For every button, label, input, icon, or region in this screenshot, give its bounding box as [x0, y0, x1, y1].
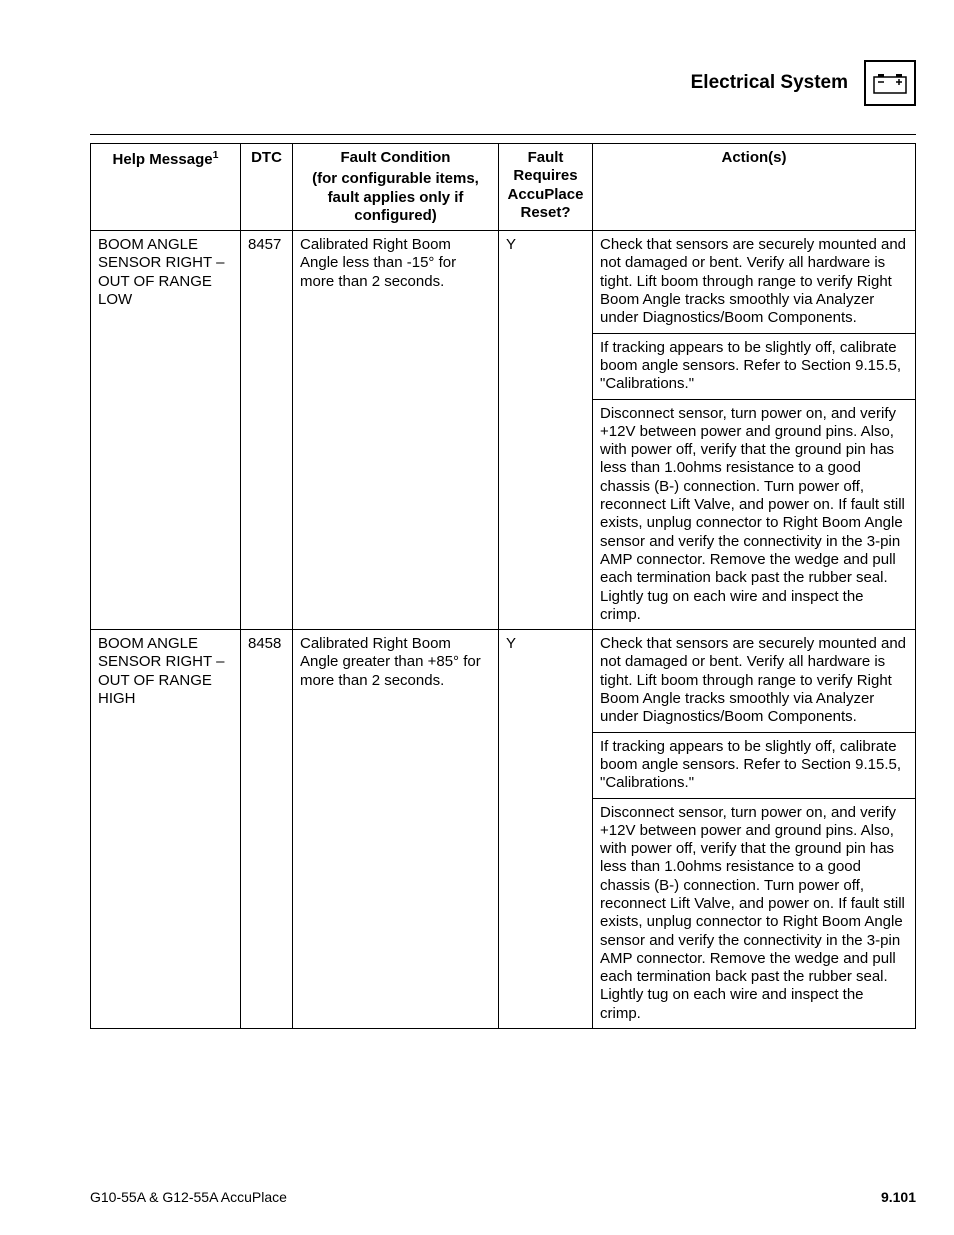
page: Electrical System Help Message1 DTC [0, 0, 954, 1235]
col-header-actions: Action(s) [593, 144, 916, 231]
footer-page-number: 9.101 [881, 1189, 916, 1205]
cell-fault-condition: Calibrated Right Boom Angle less than -1… [293, 231, 499, 630]
cell-fault-reset: Y [499, 630, 593, 1029]
table-header-row: Help Message1 DTC Fault Condition (for c… [91, 144, 916, 231]
cell-fault-reset: Y [499, 231, 593, 630]
cell-action: Check that sensors are securely mounted … [593, 630, 916, 732]
col-header-dtc: DTC [241, 144, 293, 231]
table-row: BOOM ANGLE SENSOR RIGHT – OUT OF RANGE H… [91, 630, 916, 732]
fault-table: Help Message1 DTC Fault Condition (for c… [90, 143, 916, 1029]
table-row: BOOM ANGLE SENSOR RIGHT – OUT OF RANGE L… [91, 231, 916, 333]
col-header-help-sup: 1 [213, 149, 219, 161]
page-header: Electrical System [90, 60, 916, 106]
footer-left: G10-55A & G12-55A AccuPlace [90, 1189, 287, 1205]
cell-dtc: 8458 [241, 630, 293, 1029]
cell-action: Check that sensors are securely mounted … [593, 231, 916, 333]
col-header-help: Help Message1 [91, 144, 241, 231]
col-header-condition-text: Fault Condition [341, 149, 451, 166]
col-header-condition: Fault Condition (for configurable items,… [293, 144, 499, 231]
header-rule [90, 134, 916, 135]
cell-action: If tracking appears to be slightly off, … [593, 333, 916, 399]
section-title: Electrical System [691, 72, 848, 94]
col-header-help-text: Help Message [113, 151, 213, 168]
col-header-reset: Fault Requires AccuPlace Reset? [499, 144, 593, 231]
cell-action: Disconnect sensor, turn power on, and ve… [593, 399, 916, 630]
col-header-condition-sub: (for configurable items, fault applies o… [300, 170, 491, 225]
cell-help-message: BOOM ANGLE SENSOR RIGHT – OUT OF RANGE H… [91, 630, 241, 1029]
cell-fault-condition: Calibrated Right Boom Angle greater than… [293, 630, 499, 1029]
cell-help-message: BOOM ANGLE SENSOR RIGHT – OUT OF RANGE L… [91, 231, 241, 630]
page-footer: G10-55A & G12-55A AccuPlace 9.101 [90, 1189, 916, 1205]
cell-dtc: 8457 [241, 231, 293, 630]
battery-icon [864, 60, 916, 106]
cell-action: Disconnect sensor, turn power on, and ve… [593, 798, 916, 1029]
cell-action: If tracking appears to be slightly off, … [593, 732, 916, 798]
